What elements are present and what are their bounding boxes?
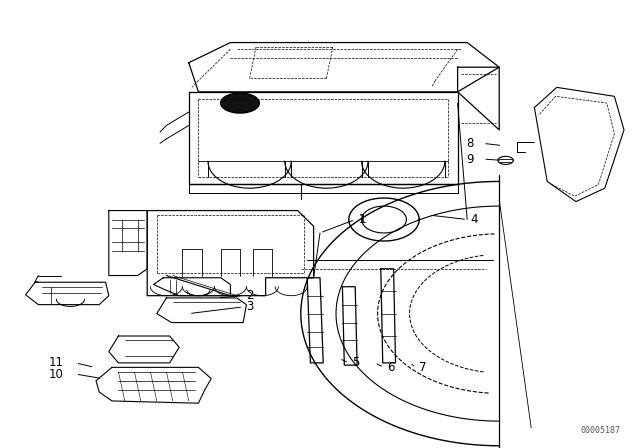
Text: 1: 1 xyxy=(358,213,366,226)
Text: 10: 10 xyxy=(49,367,64,381)
Text: 6: 6 xyxy=(387,361,395,374)
Text: 3: 3 xyxy=(246,300,254,314)
Text: 5: 5 xyxy=(352,356,360,370)
Text: 7: 7 xyxy=(419,361,427,374)
Text: 1: 1 xyxy=(358,213,366,226)
Text: 4: 4 xyxy=(470,213,478,226)
Text: 00005187: 00005187 xyxy=(581,426,621,435)
Text: 8: 8 xyxy=(466,137,474,150)
Polygon shape xyxy=(222,94,258,112)
Text: 9: 9 xyxy=(466,152,474,166)
Text: 11: 11 xyxy=(49,356,64,370)
Text: 2: 2 xyxy=(246,289,254,302)
